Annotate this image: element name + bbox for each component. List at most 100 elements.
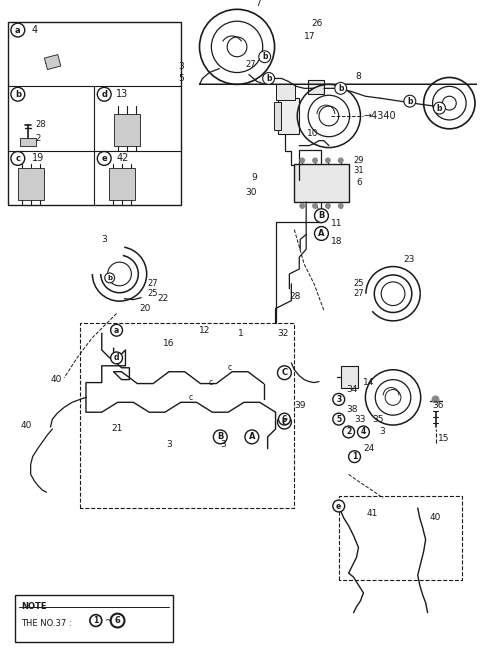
Text: 36: 36: [432, 401, 444, 410]
Text: 5: 5: [178, 74, 183, 83]
Circle shape: [335, 82, 347, 94]
Text: 40: 40: [430, 513, 441, 523]
Text: THE NO.37 :: THE NO.37 :: [21, 619, 74, 627]
Text: 3: 3: [379, 428, 385, 436]
Circle shape: [404, 95, 416, 107]
Text: 19: 19: [32, 153, 44, 163]
Circle shape: [333, 394, 345, 405]
Text: 17: 17: [304, 33, 316, 41]
Bar: [109, 168, 135, 200]
Text: 14: 14: [363, 378, 375, 387]
Text: 23: 23: [403, 255, 414, 264]
Circle shape: [299, 203, 305, 208]
Circle shape: [111, 614, 124, 627]
Text: 20: 20: [139, 304, 151, 313]
Text: B: B: [217, 432, 223, 442]
Bar: [8, 22, 181, 205]
Circle shape: [333, 413, 345, 425]
Text: 24: 24: [363, 444, 375, 454]
Text: 22: 22: [157, 294, 168, 303]
Circle shape: [433, 102, 445, 114]
Text: 39: 39: [294, 401, 306, 410]
Text: 1: 1: [352, 452, 357, 461]
Bar: [18, 168, 44, 200]
Circle shape: [333, 500, 345, 512]
Text: 35: 35: [372, 414, 384, 424]
Text: 10: 10: [307, 129, 319, 138]
Text: 27: 27: [354, 290, 364, 298]
Text: 4: 4: [361, 428, 366, 436]
Text: B: B: [318, 211, 324, 220]
Text: c: c: [15, 154, 20, 163]
Text: 30: 30: [245, 187, 256, 197]
Text: 1: 1: [238, 329, 244, 338]
Text: 7: 7: [255, 0, 261, 8]
Bar: [341, 366, 359, 388]
Text: a: a: [114, 326, 119, 335]
Text: 28: 28: [36, 120, 46, 129]
Text: e: e: [336, 501, 341, 511]
Text: 6: 6: [115, 616, 120, 625]
Text: 42: 42: [116, 153, 129, 163]
Circle shape: [338, 203, 344, 208]
Circle shape: [338, 157, 344, 163]
Circle shape: [97, 88, 111, 101]
Text: 3: 3: [166, 440, 172, 450]
Bar: [44, 54, 61, 70]
Bar: [294, 165, 348, 202]
Text: d: d: [114, 353, 120, 363]
Text: 15: 15: [437, 434, 449, 444]
Text: 6: 6: [282, 414, 287, 424]
Circle shape: [325, 157, 331, 163]
Circle shape: [314, 208, 328, 222]
Circle shape: [325, 203, 331, 208]
Text: 38: 38: [347, 405, 358, 414]
Text: 1: 1: [93, 616, 98, 625]
Text: b: b: [266, 74, 271, 83]
Circle shape: [213, 430, 227, 444]
Text: 16: 16: [163, 339, 175, 347]
Text: A: A: [318, 229, 324, 238]
Bar: [114, 114, 140, 145]
Text: b: b: [262, 52, 267, 61]
Text: c: c: [228, 363, 232, 373]
Bar: [274, 102, 281, 129]
Text: 3: 3: [220, 440, 226, 450]
Text: 11: 11: [331, 219, 343, 228]
Text: 5: 5: [336, 414, 341, 424]
Circle shape: [299, 157, 305, 163]
Circle shape: [259, 51, 271, 62]
Text: b: b: [338, 84, 344, 93]
Circle shape: [97, 151, 111, 165]
Circle shape: [278, 413, 290, 425]
Text: 32: 32: [277, 329, 289, 338]
Text: ~: ~: [104, 616, 111, 625]
Bar: [277, 98, 299, 133]
Text: 3: 3: [178, 62, 183, 71]
Text: 27: 27: [245, 60, 255, 69]
Text: c: c: [208, 378, 213, 387]
Text: C: C: [281, 418, 288, 426]
Circle shape: [11, 88, 25, 101]
Text: d: d: [101, 90, 107, 99]
Circle shape: [277, 415, 291, 429]
Circle shape: [11, 23, 25, 37]
Text: 25: 25: [354, 280, 364, 288]
Text: 29: 29: [354, 156, 364, 165]
Bar: [276, 84, 295, 100]
Text: 27: 27: [147, 280, 158, 288]
Circle shape: [312, 157, 318, 163]
Text: 18: 18: [331, 237, 343, 246]
Text: a: a: [15, 26, 21, 35]
Circle shape: [11, 151, 25, 165]
Text: 2: 2: [346, 428, 351, 436]
Text: b: b: [15, 90, 21, 99]
Text: 34: 34: [347, 385, 358, 394]
Text: 40: 40: [50, 375, 62, 384]
Circle shape: [358, 426, 369, 438]
Text: 6: 6: [357, 178, 362, 187]
Bar: [308, 80, 324, 94]
Text: 25: 25: [147, 290, 158, 298]
Text: 31: 31: [354, 166, 364, 175]
Text: A: A: [249, 432, 255, 442]
